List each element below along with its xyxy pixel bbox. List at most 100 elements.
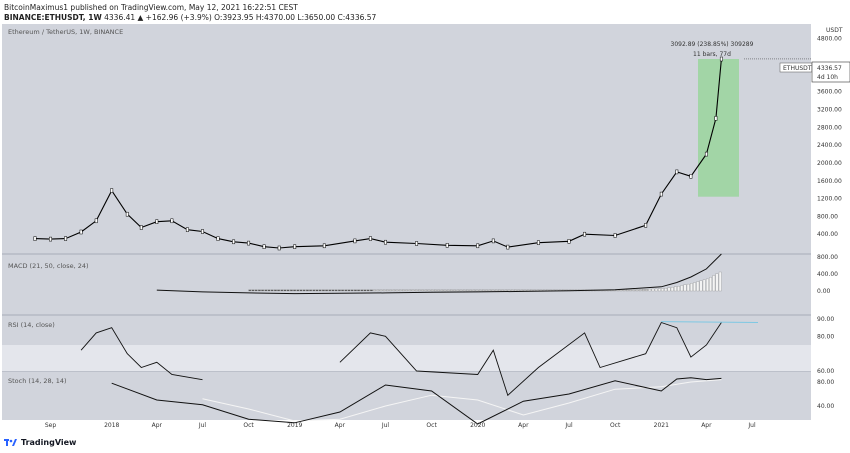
tradingview-logo[interactable]: TradingView [4, 438, 76, 447]
macd-histogram-bar [622, 289, 626, 292]
macd-histogram-bar [683, 284, 687, 292]
measure-box [698, 59, 739, 197]
measure-label: 3092.89 (238.85%) 309289 [671, 41, 754, 48]
macd-histogram-bar [504, 289, 508, 292]
macd-histogram-bar [475, 289, 479, 292]
macd-histogram-bar [254, 289, 258, 292]
macd-histogram-bar [645, 289, 648, 292]
x-tick-label: Sep [45, 422, 57, 429]
price-candle [491, 238, 495, 244]
macd-histogram-bar [674, 286, 677, 292]
price-candle [216, 236, 220, 241]
macd-histogram-bar [494, 289, 498, 292]
rsi-title: RSI (14, close) [8, 321, 55, 329]
price-candle [506, 244, 510, 250]
macd-histogram-bar [270, 289, 274, 292]
price-candle [170, 218, 174, 224]
x-tick-label: Jul [564, 422, 573, 429]
macd-histogram-bar [472, 289, 476, 292]
macd-histogram-bar [482, 289, 485, 292]
macd-histogram-bar [366, 289, 370, 292]
macd-histogram-bar [251, 289, 255, 292]
macd-histogram-bar [293, 289, 296, 292]
macd-histogram-bar [350, 289, 354, 292]
price-candle [262, 244, 266, 249]
macd-histogram-bar [280, 289, 284, 292]
macd-histogram-bar [382, 289, 386, 292]
price-candle [613, 233, 617, 238]
symbol-line: BINANCE:ETHUSDT, 1W 4336.41 ▲ +162.96 (+… [4, 13, 376, 22]
macd-histogram-bar [274, 289, 277, 292]
macd-histogram-bar [430, 289, 434, 292]
price-candle [445, 243, 449, 248]
price-chart: Ethereum / TetherUS, 1W, BINANCE USDT 30… [0, 24, 850, 429]
price-candle [155, 219, 159, 224]
y-tick-label: 800.00 [817, 213, 838, 220]
macd-histogram-bar [267, 289, 271, 292]
macd-histogram-bar [376, 289, 380, 292]
y-tick-label: 400.00 [817, 271, 838, 278]
bar-countdown: 4d 10h [817, 74, 838, 81]
macd-histogram-bar [283, 289, 287, 292]
macd-histogram-bar [318, 289, 322, 292]
macd-histogram-bar [418, 289, 421, 292]
price-candle [415, 241, 419, 246]
macd-histogram-bar [626, 289, 629, 292]
macd-histogram-bar [424, 289, 428, 292]
macd-histogram-bar [261, 289, 264, 292]
stoch-title: Stoch (14, 28, 14) [8, 377, 67, 385]
macd-histogram-bar [341, 289, 344, 292]
price-candle [719, 56, 723, 62]
x-tick-label: Oct [610, 422, 621, 429]
price-candle [675, 169, 679, 175]
macd-histogram-bar [462, 289, 466, 292]
rsi-trendline [661, 321, 759, 323]
y-tick-label: 4800.00 [817, 35, 842, 42]
x-tick-label: Jul [198, 422, 207, 429]
macd-histogram-bar [693, 282, 696, 292]
x-tick-label: Apr [701, 422, 712, 429]
macd-histogram-bar [664, 288, 668, 292]
macd-histogram-bar [491, 289, 495, 292]
y-tick-label: 2800.00 [817, 124, 842, 131]
macd-histogram-bar [334, 289, 338, 292]
y-tick-label: 3600.00 [817, 89, 842, 96]
macd-histogram-bar [414, 289, 418, 292]
macd-histogram-bar [312, 289, 316, 292]
macd-histogram-bar [715, 273, 719, 292]
macd-histogram-bar [706, 278, 709, 292]
ohlc-readout: 4336.41 ▲ +162.96 (+3.9%) O:3923.95 H:43… [104, 13, 377, 22]
macd-histogram-bar [328, 289, 332, 292]
macd-histogram-bar [264, 289, 268, 292]
macd-histogram-bar [450, 289, 453, 292]
macd-histogram-bar [402, 289, 405, 292]
macd-histogram-bar [498, 289, 501, 292]
tradingview-logo-icon [4, 439, 17, 446]
macd-histogram-bar [686, 283, 690, 292]
macd-histogram-bar [488, 289, 492, 292]
macd-histogram-bar [363, 289, 367, 292]
macd-histogram-bar [344, 289, 348, 292]
macd-histogram-bar [507, 289, 511, 292]
macd-histogram-bar [517, 289, 520, 292]
macd-histogram-bar [398, 289, 402, 292]
macd-histogram-bar [325, 289, 328, 292]
macd-histogram-bar [520, 289, 524, 292]
x-tick-label: Jul [381, 422, 390, 429]
y-tick-label: 1600.00 [817, 178, 842, 185]
last-price-value: 4336.57 [817, 65, 842, 72]
macd-histogram-bar [667, 287, 671, 292]
macd-histogram-bar [277, 289, 280, 292]
price-candle [536, 240, 540, 245]
rsi-line [339, 321, 722, 397]
x-tick-label: Oct [243, 422, 254, 429]
macd-histogram-bar [485, 289, 488, 292]
symbol-label: BINANCE:ETHUSDT, 1W [4, 13, 102, 22]
macd-histogram-bar [690, 283, 693, 292]
macd-histogram-bar [478, 289, 482, 292]
macd-histogram-bar [514, 289, 517, 292]
macd-histogram-bar [712, 275, 716, 292]
y-tick-label: 80.00 [817, 333, 834, 340]
price-candle [476, 243, 480, 249]
x-tick-label: Apr [335, 422, 346, 429]
